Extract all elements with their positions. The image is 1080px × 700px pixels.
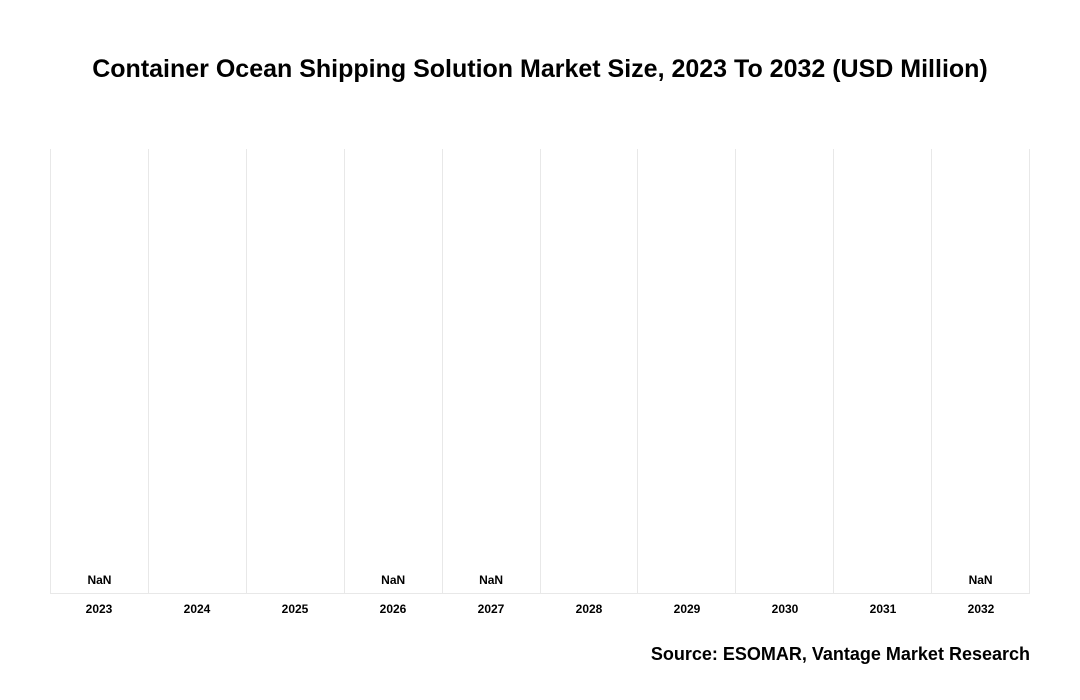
chart-title: Container Ocean Shipping Solution Market… [50, 0, 1030, 104]
x-axis-label: 2030 [736, 594, 834, 616]
x-axis-label: 2029 [638, 594, 736, 616]
bar-value-label: NaN [443, 573, 540, 587]
x-axis-label: 2026 [344, 594, 442, 616]
category-col [736, 149, 834, 593]
category-col [541, 149, 639, 593]
source-attribution: Source: ESOMAR, Vantage Market Research [50, 616, 1030, 665]
category-col: NaN [51, 149, 149, 593]
x-axis-label: 2028 [540, 594, 638, 616]
x-axis-label: 2024 [148, 594, 246, 616]
plot-area: NaN NaN NaN NaN [50, 149, 1030, 594]
x-axis-label: 2031 [834, 594, 932, 616]
x-axis-label: 2032 [932, 594, 1030, 616]
x-axis-label: 2027 [442, 594, 540, 616]
category-col [638, 149, 736, 593]
x-axis-label: 2023 [50, 594, 148, 616]
bar-value-label: NaN [932, 573, 1029, 587]
x-axis-label: 2025 [246, 594, 344, 616]
category-col [834, 149, 932, 593]
category-col: NaN [932, 149, 1029, 593]
bar-value-label: NaN [51, 573, 148, 587]
category-col: NaN [443, 149, 541, 593]
chart-container: Container Ocean Shipping Solution Market… [50, 0, 1030, 665]
category-col [247, 149, 345, 593]
bar-value-label: NaN [345, 573, 442, 587]
category-col: NaN [345, 149, 443, 593]
x-axis: 2023 2024 2025 2026 2027 2028 2029 2030 … [50, 594, 1030, 616]
category-col [149, 149, 247, 593]
